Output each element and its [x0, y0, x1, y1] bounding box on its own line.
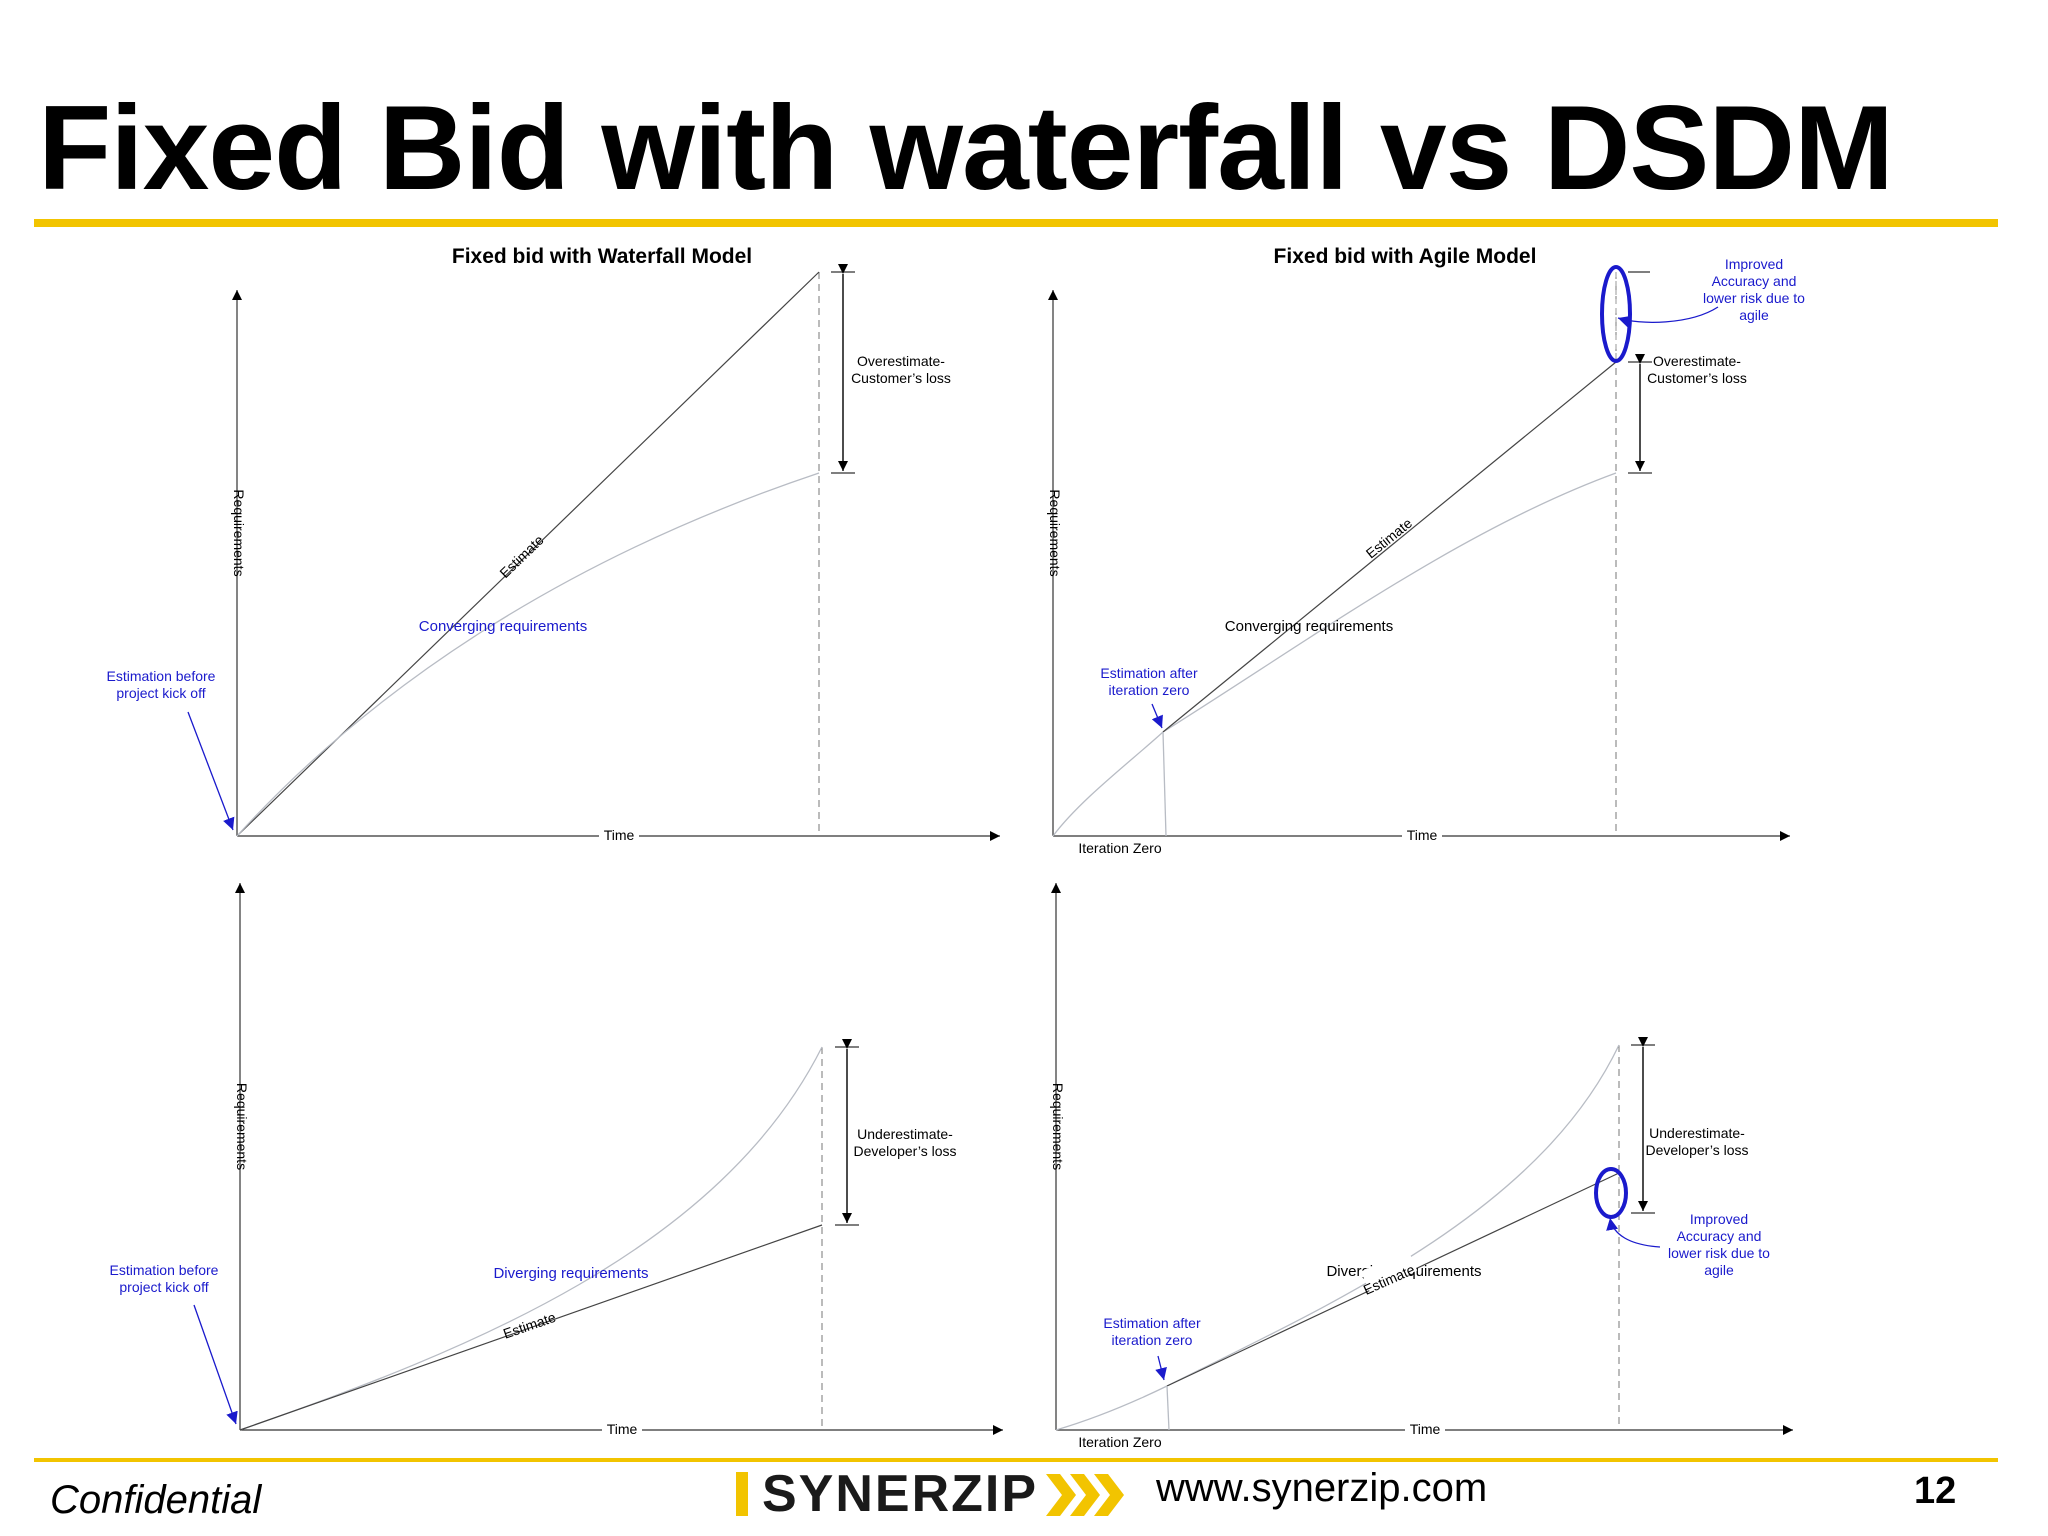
estimate-label: Estimate: [496, 532, 546, 581]
slide-title: Fixed Bid with waterfall vs DSDM: [38, 81, 1894, 215]
website-url: www.synerzip.com: [1156, 1466, 1488, 1510]
y-axis-label: Requirements: [231, 489, 247, 576]
improved-accuracy-label: Improved: [1690, 1211, 1748, 1227]
estimation-callout: Estimation after: [1100, 665, 1198, 681]
gap-label: Underestimate-: [857, 1126, 953, 1142]
improved-accuracy-label: Accuracy and: [1712, 273, 1797, 289]
estimate-line: [239, 1224, 823, 1431]
requirements-curve: [1166, 1044, 1620, 1387]
agile-panel-title: Fixed bid with Agile Model: [1274, 245, 1537, 268]
gap-label: Overestimate-: [857, 353, 945, 369]
callout-arrow: [187, 711, 235, 831]
improved-arrow: [1617, 306, 1719, 328]
improved-accuracy-label: lower risk due to: [1703, 290, 1805, 306]
estimation-callout: project kick off: [119, 1279, 208, 1295]
requirements-label: Converging requirements: [419, 618, 587, 635]
requirements-label: Converging requirements: [1225, 618, 1393, 635]
y-axis-label: Requirements: [1047, 489, 1063, 576]
estimation-callout: Estimation before: [110, 1262, 219, 1278]
improved-accuracy-label: lower risk due to: [1668, 1245, 1770, 1261]
waterfall-panel-title: Fixed bid with Waterfall Model: [452, 245, 752, 268]
x-axis-label-bg: [602, 1421, 642, 1437]
iteration-zero-label: Iteration Zero: [1078, 840, 1161, 856]
logo-bar: [736, 1472, 748, 1516]
estimation-callout: Estimation after: [1103, 1315, 1201, 1331]
callout-arrow: [1151, 703, 1163, 729]
estimate-label: Estimate: [501, 1309, 558, 1342]
improved-accuracy-label: Accuracy and: [1677, 1228, 1762, 1244]
gap-label: Developer’s loss: [854, 1143, 957, 1159]
gap-label: Underestimate-: [1649, 1125, 1745, 1141]
requirements-curve: [239, 1046, 823, 1431]
requirements-curve: [1162, 472, 1617, 733]
x-axis-label: Time: [604, 827, 635, 843]
estimation-callout: iteration zero: [1112, 1332, 1193, 1348]
title-underline: [34, 219, 1998, 227]
requirements-label: Diverging requirements: [493, 1265, 648, 1282]
estimate-line: [1162, 361, 1617, 733]
confidential-label: Confidential: [50, 1478, 262, 1522]
requirements-curve-early: [1052, 731, 1164, 837]
estimate-label: Estimate: [1363, 515, 1416, 562]
improved-accuracy-ellipse: [1594, 1167, 1628, 1219]
gap-label: Developer’s loss: [1646, 1142, 1749, 1158]
page-number: 12: [1914, 1470, 1957, 1512]
iteration-zero-label: Iteration Zero: [1078, 1434, 1161, 1450]
improved-arrow: [1606, 1217, 1661, 1248]
y-axis-label: Requirements: [1050, 1083, 1066, 1170]
x-axis-label-bg: [599, 827, 639, 843]
x-axis-label-bg: [1402, 827, 1442, 843]
improved-accuracy-label: agile: [1704, 1262, 1734, 1278]
logo-wordmark: SYNERZIP: [762, 1465, 1039, 1523]
improved-accuracy-label: agile: [1739, 307, 1769, 323]
gap-label: Customer’s loss: [1647, 370, 1747, 386]
x-axis-label: Time: [607, 1421, 638, 1437]
chevrons-icon: [1046, 1474, 1124, 1516]
iteration-zero-line: [1166, 1385, 1170, 1431]
improved-accuracy-ellipse: [1600, 265, 1632, 363]
estimation-callout: project kick off: [116, 685, 205, 701]
x-axis-label: Time: [1410, 1421, 1441, 1437]
iteration-zero-line: [1162, 731, 1167, 837]
estimate-label-bg: [1360, 1250, 1418, 1292]
requirements-curve-early: [1055, 1385, 1168, 1431]
y-axis-label: Requirements: [234, 1083, 250, 1170]
requirements-curve: [236, 472, 820, 837]
gap-label: Customer’s loss: [851, 370, 951, 386]
callout-arrow: [193, 1304, 238, 1425]
x-axis-label: Time: [1407, 827, 1438, 843]
footer-rule: [34, 1458, 1998, 1462]
improved-accuracy-label: Improved: [1725, 256, 1783, 272]
gap-label: Overestimate-: [1653, 353, 1741, 369]
estimation-callout: Estimation before: [107, 668, 216, 684]
x-axis-label-bg: [1405, 1421, 1445, 1437]
estimation-callout: iteration zero: [1109, 682, 1190, 698]
callout-arrow: [1155, 1355, 1167, 1381]
